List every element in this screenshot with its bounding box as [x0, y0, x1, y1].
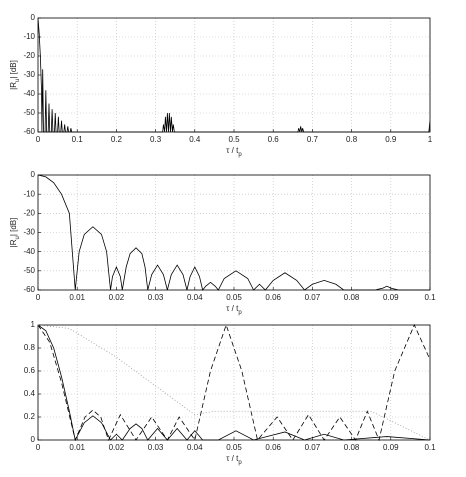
x-tick-label: 0.4 — [189, 135, 201, 144]
x-tick-label: 0.07 — [305, 443, 321, 452]
data-line — [38, 174, 430, 291]
x-tick-label: 0.03 — [148, 293, 164, 302]
x-tick-label: 0.04 — [187, 293, 203, 302]
y-tick-label: 0 — [31, 170, 36, 179]
y-tick-label: 0.6 — [24, 366, 36, 375]
y-tick-label: -20 — [23, 208, 35, 217]
x-axis-label-part: τ / t — [226, 304, 239, 313]
x-tick-label: 0.08 — [344, 443, 360, 452]
x-tick-label: 0 — [36, 135, 41, 144]
x-tick-label: 0.1 — [424, 293, 436, 302]
x-axis-label-part: τ / t — [226, 454, 239, 463]
subplot: 0-10-20-30-40-50-600 0.01 0.02 0.03 0.04 0.05… — [9, 170, 436, 315]
y-tick-label: -30 — [23, 228, 35, 237]
x-tick-label: 0.06 — [265, 443, 281, 452]
subplot: 0 0.2 0.4 0.6 0.8 1 0 0.01 0.02 0.03 0.04 0.05 0.06 0… — [24, 320, 436, 465]
y-axis-label-part: | [dB] — [9, 218, 18, 237]
y-tick-label: 0.8 — [24, 343, 36, 352]
subplot: 0-10-20-30-40-50-600 0.1 0.2 0.3 0.4 0.5 0.6 0.… — [9, 13, 433, 157]
x-tick-label: 0.7 — [307, 135, 319, 144]
x-tick-label: 0.1 — [424, 443, 436, 452]
data-line — [38, 17, 430, 133]
y-tick-label: -40 — [23, 247, 35, 256]
y-tick-label: 1 — [31, 320, 36, 329]
x-axis-label: τ / tp — [226, 146, 242, 157]
x-tick-label: 0.2 — [111, 135, 123, 144]
x-tick-label: 0 — [36, 443, 41, 452]
y-axis-label-part: |R — [9, 239, 18, 247]
y-tick-label: -50 — [23, 108, 35, 117]
x-tick-label: 0.04 — [187, 443, 203, 452]
x-tick-label: 0.9 — [385, 135, 397, 144]
y-tick-label: -20 — [23, 51, 35, 60]
x-axis-label-part: τ / t — [226, 146, 239, 155]
x-tick-label: 0.05 — [226, 293, 242, 302]
x-tick-label: 0.1 — [72, 135, 84, 144]
y-tick-label: 0 — [31, 435, 36, 444]
x-tick-label: 0.03 — [148, 443, 164, 452]
x-axis-label: τ / tp — [226, 304, 242, 315]
data-line — [38, 324, 430, 441]
plot-frame — [37, 174, 431, 291]
plot-frame — [37, 324, 431, 441]
y-tick-label: 0.4 — [24, 389, 36, 398]
x-tick-label: 0.09 — [383, 443, 399, 452]
x-tick-label: 0.07 — [305, 293, 321, 302]
x-tick-label: 0.3 — [150, 135, 162, 144]
x-axis-label-sub: p — [238, 460, 242, 466]
y-tick-label: -40 — [23, 89, 35, 98]
x-tick-label: 0.01 — [69, 293, 85, 302]
y-tick-label: -30 — [23, 70, 35, 79]
y-tick-label: -10 — [23, 189, 35, 198]
x-tick-label: 0.05 — [226, 443, 242, 452]
x-tick-label: 0.09 — [383, 293, 399, 302]
x-tick-label: 1 — [428, 135, 433, 144]
y-tick-label: -10 — [23, 32, 35, 41]
y-axis-label-part: |R — [9, 82, 18, 90]
y-axis-label: |Ru| [dB] — [9, 60, 20, 90]
x-tick-label: 0.8 — [346, 135, 358, 144]
y-tick-label: -60 — [23, 285, 35, 294]
x-axis-label-sub: p — [238, 310, 242, 316]
x-tick-label: 0.06 — [265, 293, 281, 302]
y-tick-label: -50 — [23, 266, 35, 275]
x-tick-label: 0.08 — [344, 293, 360, 302]
data-line — [38, 324, 430, 441]
y-axis-label-sub: u — [15, 236, 21, 239]
y-tick-label: 0 — [31, 13, 36, 22]
y-axis-label: |Ru| [dB] — [9, 218, 20, 248]
x-tick-label: 0 — [36, 293, 41, 302]
x-tick-label: 0.02 — [109, 443, 125, 452]
x-axis-label: τ / tp — [226, 454, 242, 465]
y-tick-label: -60 — [23, 127, 35, 136]
x-axis-label-sub: p — [238, 152, 242, 158]
x-tick-label: 0.01 — [69, 443, 85, 452]
y-axis-label-part: | [dB] — [9, 60, 18, 79]
x-tick-label: 0.5 — [228, 135, 240, 144]
y-tick-label: 0.2 — [24, 412, 36, 421]
x-tick-label: 0.6 — [268, 135, 280, 144]
y-axis-label-sub: u — [15, 79, 21, 82]
x-tick-label: 0.02 — [109, 293, 125, 302]
